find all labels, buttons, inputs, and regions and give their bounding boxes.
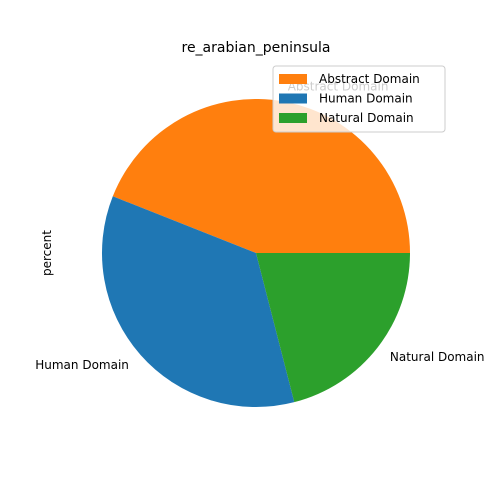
slice-label: Human Domain bbox=[35, 358, 129, 372]
legend-swatch bbox=[279, 74, 307, 84]
slice-label: Natural Domain bbox=[390, 350, 485, 364]
legend-label: Abstract Domain bbox=[319, 72, 420, 86]
pie-slice-natural-domain bbox=[256, 253, 410, 403]
pie-slice-human-domain bbox=[101, 196, 295, 407]
legend-swatch bbox=[279, 113, 307, 123]
pie-slice-abstract-domain bbox=[112, 98, 410, 253]
legend-swatch bbox=[279, 93, 307, 104]
pie-slices bbox=[101, 98, 410, 407]
chart-title: re_arabian_peninsula bbox=[182, 40, 331, 56]
legend-label: Human Domain bbox=[319, 92, 413, 106]
legend-frame bbox=[272, 65, 446, 133]
legend-label: Natural Domain bbox=[319, 111, 414, 125]
y-axis-label: percent bbox=[40, 230, 54, 276]
legend: Abstract Domain Human Domain Natural Domai… bbox=[272, 65, 446, 133]
